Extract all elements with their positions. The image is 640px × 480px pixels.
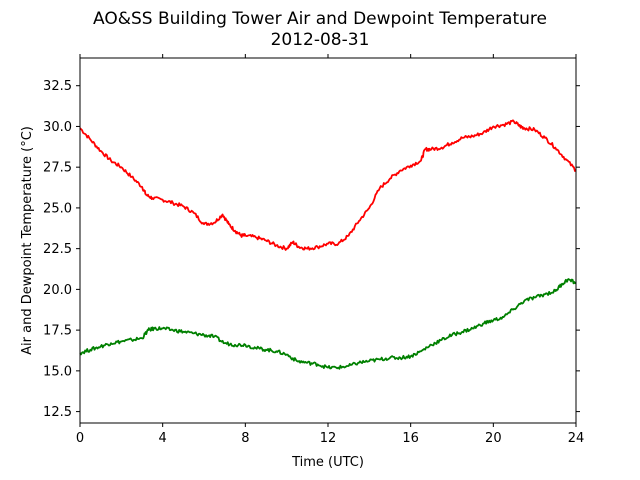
plot-frame (79, 57, 577, 424)
x-tick-label: 16 (402, 431, 419, 446)
y-tick-label: 20.0 (43, 283, 72, 298)
series-layer (79, 119, 577, 370)
y-tick-label: 12.5 (43, 405, 72, 420)
x-tick-label: 20 (485, 431, 502, 446)
y-tick-label: 30.0 (43, 120, 72, 135)
x-tick-label: 4 (159, 431, 167, 446)
y-tick-label: 25.0 (43, 201, 72, 216)
x-tick-label: 0 (76, 431, 84, 446)
x-tick-label: 8 (241, 431, 249, 446)
x-axis-label: Time (UTC) (291, 455, 364, 470)
y-tick-label: 22.5 (43, 242, 72, 257)
y-tick-label: 27.5 (43, 161, 72, 176)
chart-subtitle: 2012-08-31 (271, 30, 370, 50)
y-tick-label: 32.5 (43, 79, 72, 94)
y-axis-label: Air and Dewpoint Temperature (°C) (20, 126, 35, 355)
x-tick-label: 24 (568, 431, 585, 446)
y-tick-label: 17.5 (43, 324, 72, 339)
ticks-layer: 0 4 8 12 16 20 24 12.5 15.0 17.5 20.0 22.5 25.0 27.5 3… (43, 54, 584, 446)
dewpoint-temperature-line (79, 278, 577, 370)
x-tick-label: 12 (320, 431, 337, 446)
air-temperature-line (79, 119, 577, 251)
chart-title: AO&SS Building Tower Air and Dewpoint Te… (93, 9, 547, 29)
y-tick-label: 15.0 (43, 364, 72, 379)
